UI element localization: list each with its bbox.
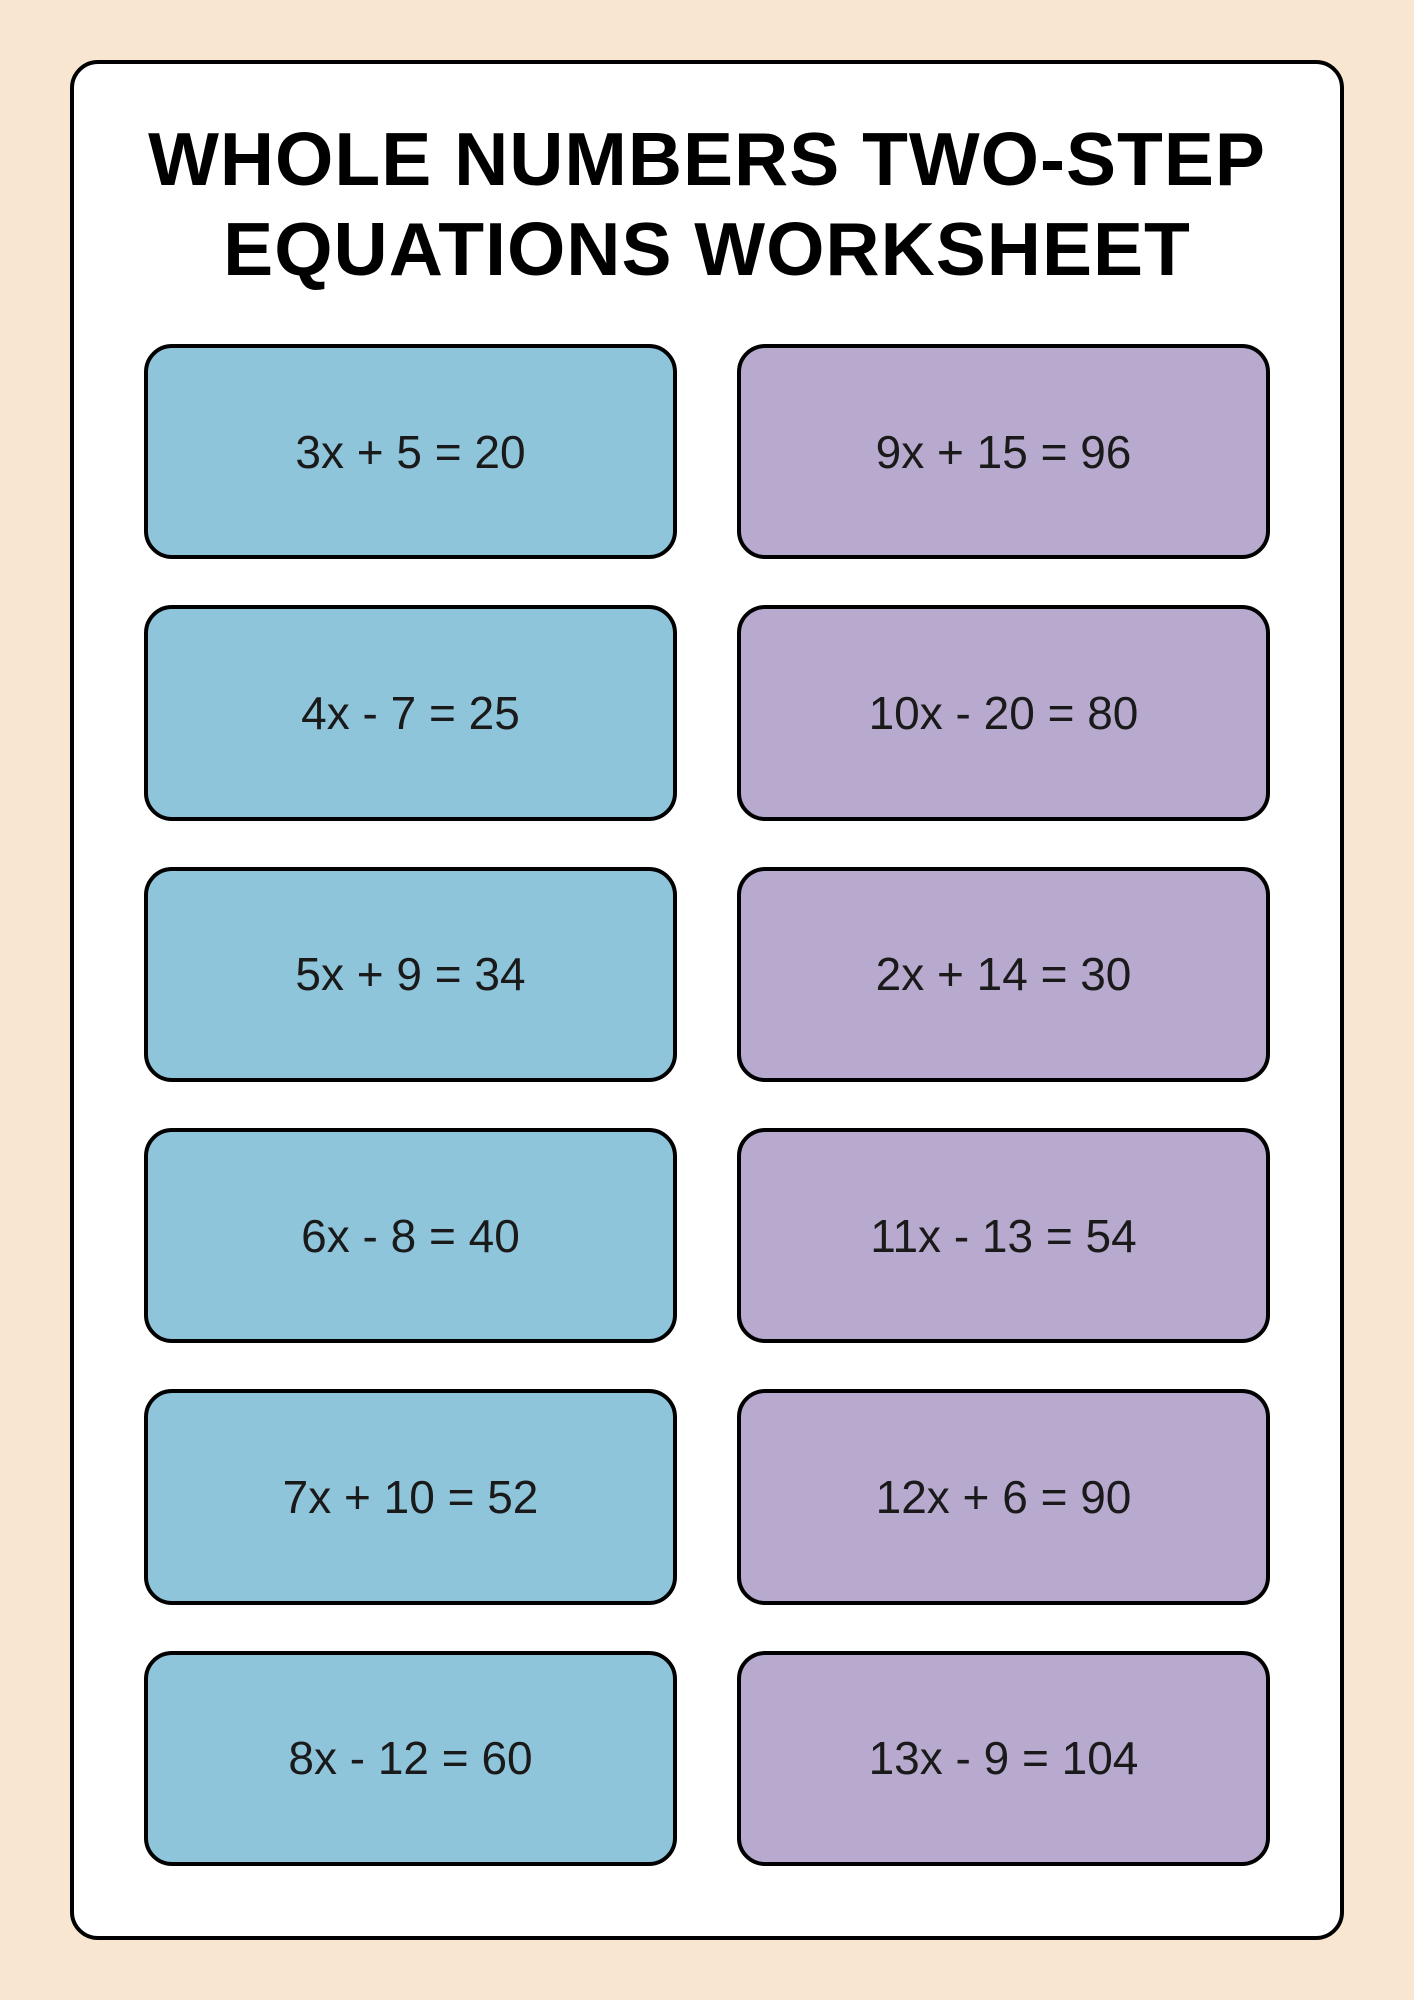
worksheet-title: WHOLE NUMBERS TWO-STEP EQUATIONS WORKSHE… bbox=[144, 114, 1270, 294]
right-column: 9x + 15 = 96 10x - 20 = 80 2x + 14 = 30 … bbox=[737, 344, 1270, 1866]
equation-card: 10x - 20 = 80 bbox=[737, 605, 1270, 820]
equation-card: 9x + 15 = 96 bbox=[737, 344, 1270, 559]
worksheet-container: WHOLE NUMBERS TWO-STEP EQUATIONS WORKSHE… bbox=[70, 60, 1344, 1940]
equation-card: 6x - 8 = 40 bbox=[144, 1128, 677, 1343]
equation-text: 7x + 10 = 52 bbox=[283, 1470, 539, 1524]
equation-text: 8x - 12 = 60 bbox=[288, 1731, 532, 1785]
equation-card: 8x - 12 = 60 bbox=[144, 1651, 677, 1866]
equation-card: 2x + 14 = 30 bbox=[737, 867, 1270, 1082]
equation-text: 4x - 7 = 25 bbox=[301, 686, 520, 740]
equation-text: 2x + 14 = 30 bbox=[876, 947, 1132, 1001]
equation-text: 3x + 5 = 20 bbox=[295, 425, 525, 479]
equation-text: 13x - 9 = 104 bbox=[869, 1731, 1139, 1785]
equation-text: 9x + 15 = 96 bbox=[876, 425, 1132, 479]
equation-text: 6x - 8 = 40 bbox=[301, 1209, 520, 1263]
left-column: 3x + 5 = 20 4x - 7 = 25 5x + 9 = 34 6x -… bbox=[144, 344, 677, 1866]
equation-text: 5x + 9 = 34 bbox=[295, 947, 525, 1001]
equation-card: 13x - 9 = 104 bbox=[737, 1651, 1270, 1866]
equation-card: 7x + 10 = 52 bbox=[144, 1389, 677, 1604]
equation-text: 11x - 13 = 54 bbox=[870, 1209, 1136, 1263]
equation-text: 10x - 20 = 80 bbox=[869, 686, 1139, 740]
equation-card: 11x - 13 = 54 bbox=[737, 1128, 1270, 1343]
equation-card: 3x + 5 = 20 bbox=[144, 344, 677, 559]
equation-card: 5x + 9 = 34 bbox=[144, 867, 677, 1082]
columns-wrapper: 3x + 5 = 20 4x - 7 = 25 5x + 9 = 34 6x -… bbox=[144, 344, 1270, 1866]
equation-card: 4x - 7 = 25 bbox=[144, 605, 677, 820]
equation-card: 12x + 6 = 90 bbox=[737, 1389, 1270, 1604]
equation-text: 12x + 6 = 90 bbox=[876, 1470, 1132, 1524]
